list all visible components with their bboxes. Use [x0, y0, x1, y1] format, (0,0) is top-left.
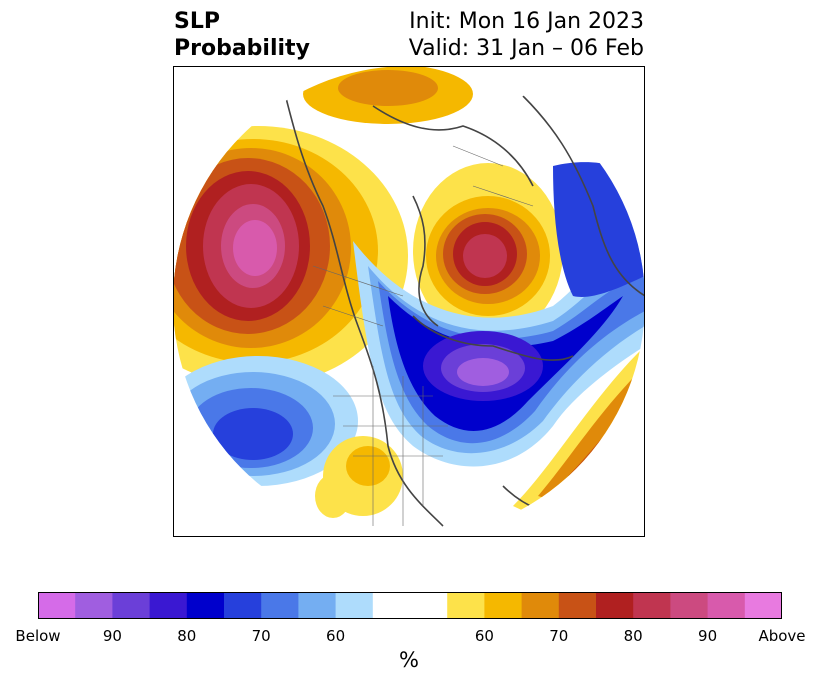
title-type: Probability	[174, 36, 310, 61]
title-left: SLP Probability	[174, 8, 310, 62]
probability-map	[173, 66, 645, 537]
colorbar-swatch-below-5	[224, 592, 262, 619]
map-border	[173, 66, 645, 537]
colorbar-swatch-below-1	[75, 592, 113, 619]
colorbar-swatch-below-0	[38, 592, 76, 619]
borders	[312, 145, 534, 526]
colorbar-swatch-above-4	[596, 592, 634, 619]
colorbar-swatch-above-0	[447, 592, 485, 619]
colorbar-tick-label: Below	[15, 627, 61, 645]
colorbar-swatch-below-6	[261, 592, 299, 619]
colorbar	[38, 592, 782, 619]
colorbar-swatch-below-7	[298, 592, 337, 619]
colorbar-tick-label: 80	[623, 627, 643, 645]
colorbar-swatch-neutral	[372, 592, 448, 619]
colorbar-swatch-above-7	[707, 592, 746, 619]
colorbar-swatch-above-8	[744, 592, 782, 619]
arctic-anomaly	[303, 66, 563, 339]
title-valid: Valid: 31 Jan – 06 Feb	[408, 36, 644, 61]
colorbar-tick-label: 80	[177, 627, 197, 645]
colorbar-swatch-above-3	[558, 592, 597, 619]
colorbar-label: %	[399, 648, 419, 672]
colorbar-tick-label: 70	[549, 627, 569, 645]
colorbar-tick-label: 60	[474, 627, 494, 645]
colorbar-swatch-above-2	[521, 592, 560, 619]
colorbar-tick-label: 90	[698, 627, 718, 645]
title-init: Init: Mon 16 Jan 2023	[409, 9, 644, 34]
colorbar-swatch-below-8	[335, 592, 374, 619]
colorbar-swatch-below-4	[186, 592, 225, 619]
colorbar-swatch-below-3	[149, 592, 188, 619]
colorbar-svg	[38, 592, 782, 619]
title-variable: SLP	[174, 9, 220, 34]
colorbar-tick-label: 60	[326, 627, 346, 645]
colorbar-tick-label: 90	[102, 627, 122, 645]
title-right: Init: Mon 16 Jan 2023 Valid: 31 Jan – 06…	[409, 8, 644, 62]
colorbar-swatch-above-5	[633, 592, 671, 619]
colorbar-border	[38, 592, 782, 619]
coastlines	[282, 85, 645, 527]
colorbar-tick-label: 70	[251, 627, 271, 645]
colorbar-swatch-below-2	[112, 592, 151, 619]
map-svg	[173, 66, 645, 537]
colorbar-swatch-above-1	[484, 592, 523, 619]
colorbar-tick-label: Above	[758, 627, 806, 645]
colorbar-swatch-above-6	[670, 592, 709, 619]
